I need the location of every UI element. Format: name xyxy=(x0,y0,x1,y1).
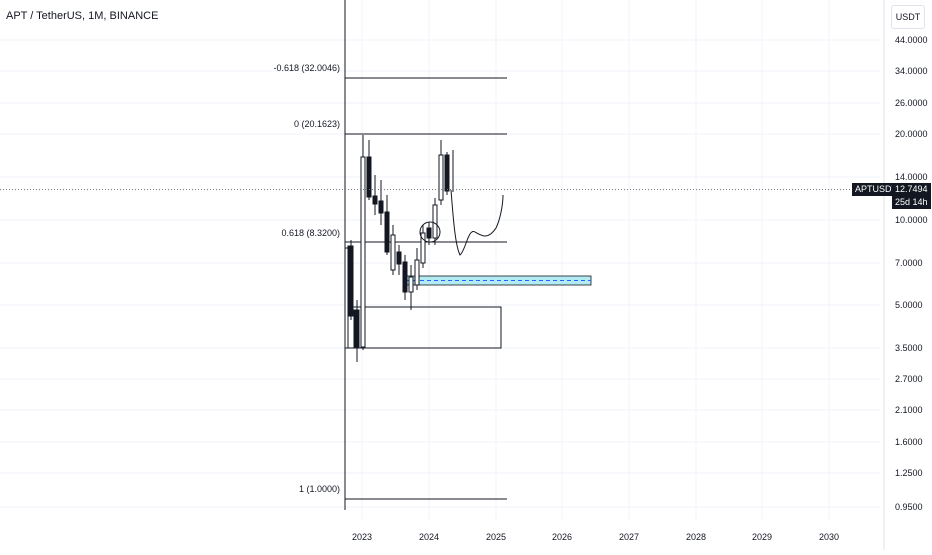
price-tick: 0.9500 xyxy=(895,502,923,512)
support-rectangle xyxy=(344,306,502,349)
time-tick: 2029 xyxy=(752,532,773,542)
candle xyxy=(426,227,432,239)
symbol-price-label: APTUSDT xyxy=(852,183,901,196)
projection-path xyxy=(450,189,504,256)
price-tick: 2.7000 xyxy=(895,374,923,384)
candle xyxy=(438,154,444,201)
candle xyxy=(360,156,366,348)
candle xyxy=(378,200,384,214)
price-tick: 44.0000 xyxy=(895,35,928,45)
candle xyxy=(372,195,378,205)
fib-label-1: 1 (1.0000) xyxy=(298,484,340,494)
candle xyxy=(390,234,396,271)
highlight-circle xyxy=(419,221,441,243)
candle xyxy=(396,251,402,265)
time-tick: 2028 xyxy=(686,532,707,542)
price-tick: 7.0000 xyxy=(895,258,923,268)
candle xyxy=(347,245,354,317)
time-tick: 2024 xyxy=(419,532,440,542)
fib-label-0618: 0.618 (8.3200) xyxy=(281,228,340,238)
candle xyxy=(408,276,414,293)
candle xyxy=(420,232,426,264)
price-tick: 2.1000 xyxy=(895,405,923,415)
last-price-value: 12.7494 xyxy=(892,183,931,196)
price-tick: 26.0000 xyxy=(895,98,928,108)
price-tick: 1.2500 xyxy=(895,468,923,478)
time-tick: 2030 xyxy=(819,532,840,542)
price-tick: 34.0000 xyxy=(895,66,928,76)
currency-button[interactable]: USDT xyxy=(891,5,925,29)
price-tick: 5.0000 xyxy=(895,300,923,310)
candle xyxy=(444,154,450,192)
time-tick: 2023 xyxy=(352,532,373,542)
fib-label-0: 0 (20.1623) xyxy=(293,119,340,129)
time-tick: 2026 xyxy=(552,532,573,542)
price-tick: 3.5000 xyxy=(895,343,923,353)
time-tick: 2025 xyxy=(486,532,507,542)
price-tick: 10.0000 xyxy=(895,215,928,225)
price-tick: 1.6000 xyxy=(895,437,923,447)
candle xyxy=(366,156,372,198)
time-tick: 2027 xyxy=(619,532,640,542)
price-tick: 20.0000 xyxy=(895,129,928,139)
candles xyxy=(344,135,454,362)
candle xyxy=(384,211,390,253)
candle xyxy=(402,261,408,293)
candle xyxy=(344,247,349,349)
candle xyxy=(353,309,360,349)
bar-countdown: 25d 14h xyxy=(892,196,931,209)
price-tick: 14.0000 xyxy=(895,172,928,182)
fib-retracement xyxy=(345,77,507,500)
candle xyxy=(414,259,420,286)
candle xyxy=(432,204,438,239)
fib-label-neg0618: -0.618 (32.0046) xyxy=(273,63,340,73)
chart-title: APT / TetherUS, 1M, BINANCE xyxy=(6,10,159,22)
